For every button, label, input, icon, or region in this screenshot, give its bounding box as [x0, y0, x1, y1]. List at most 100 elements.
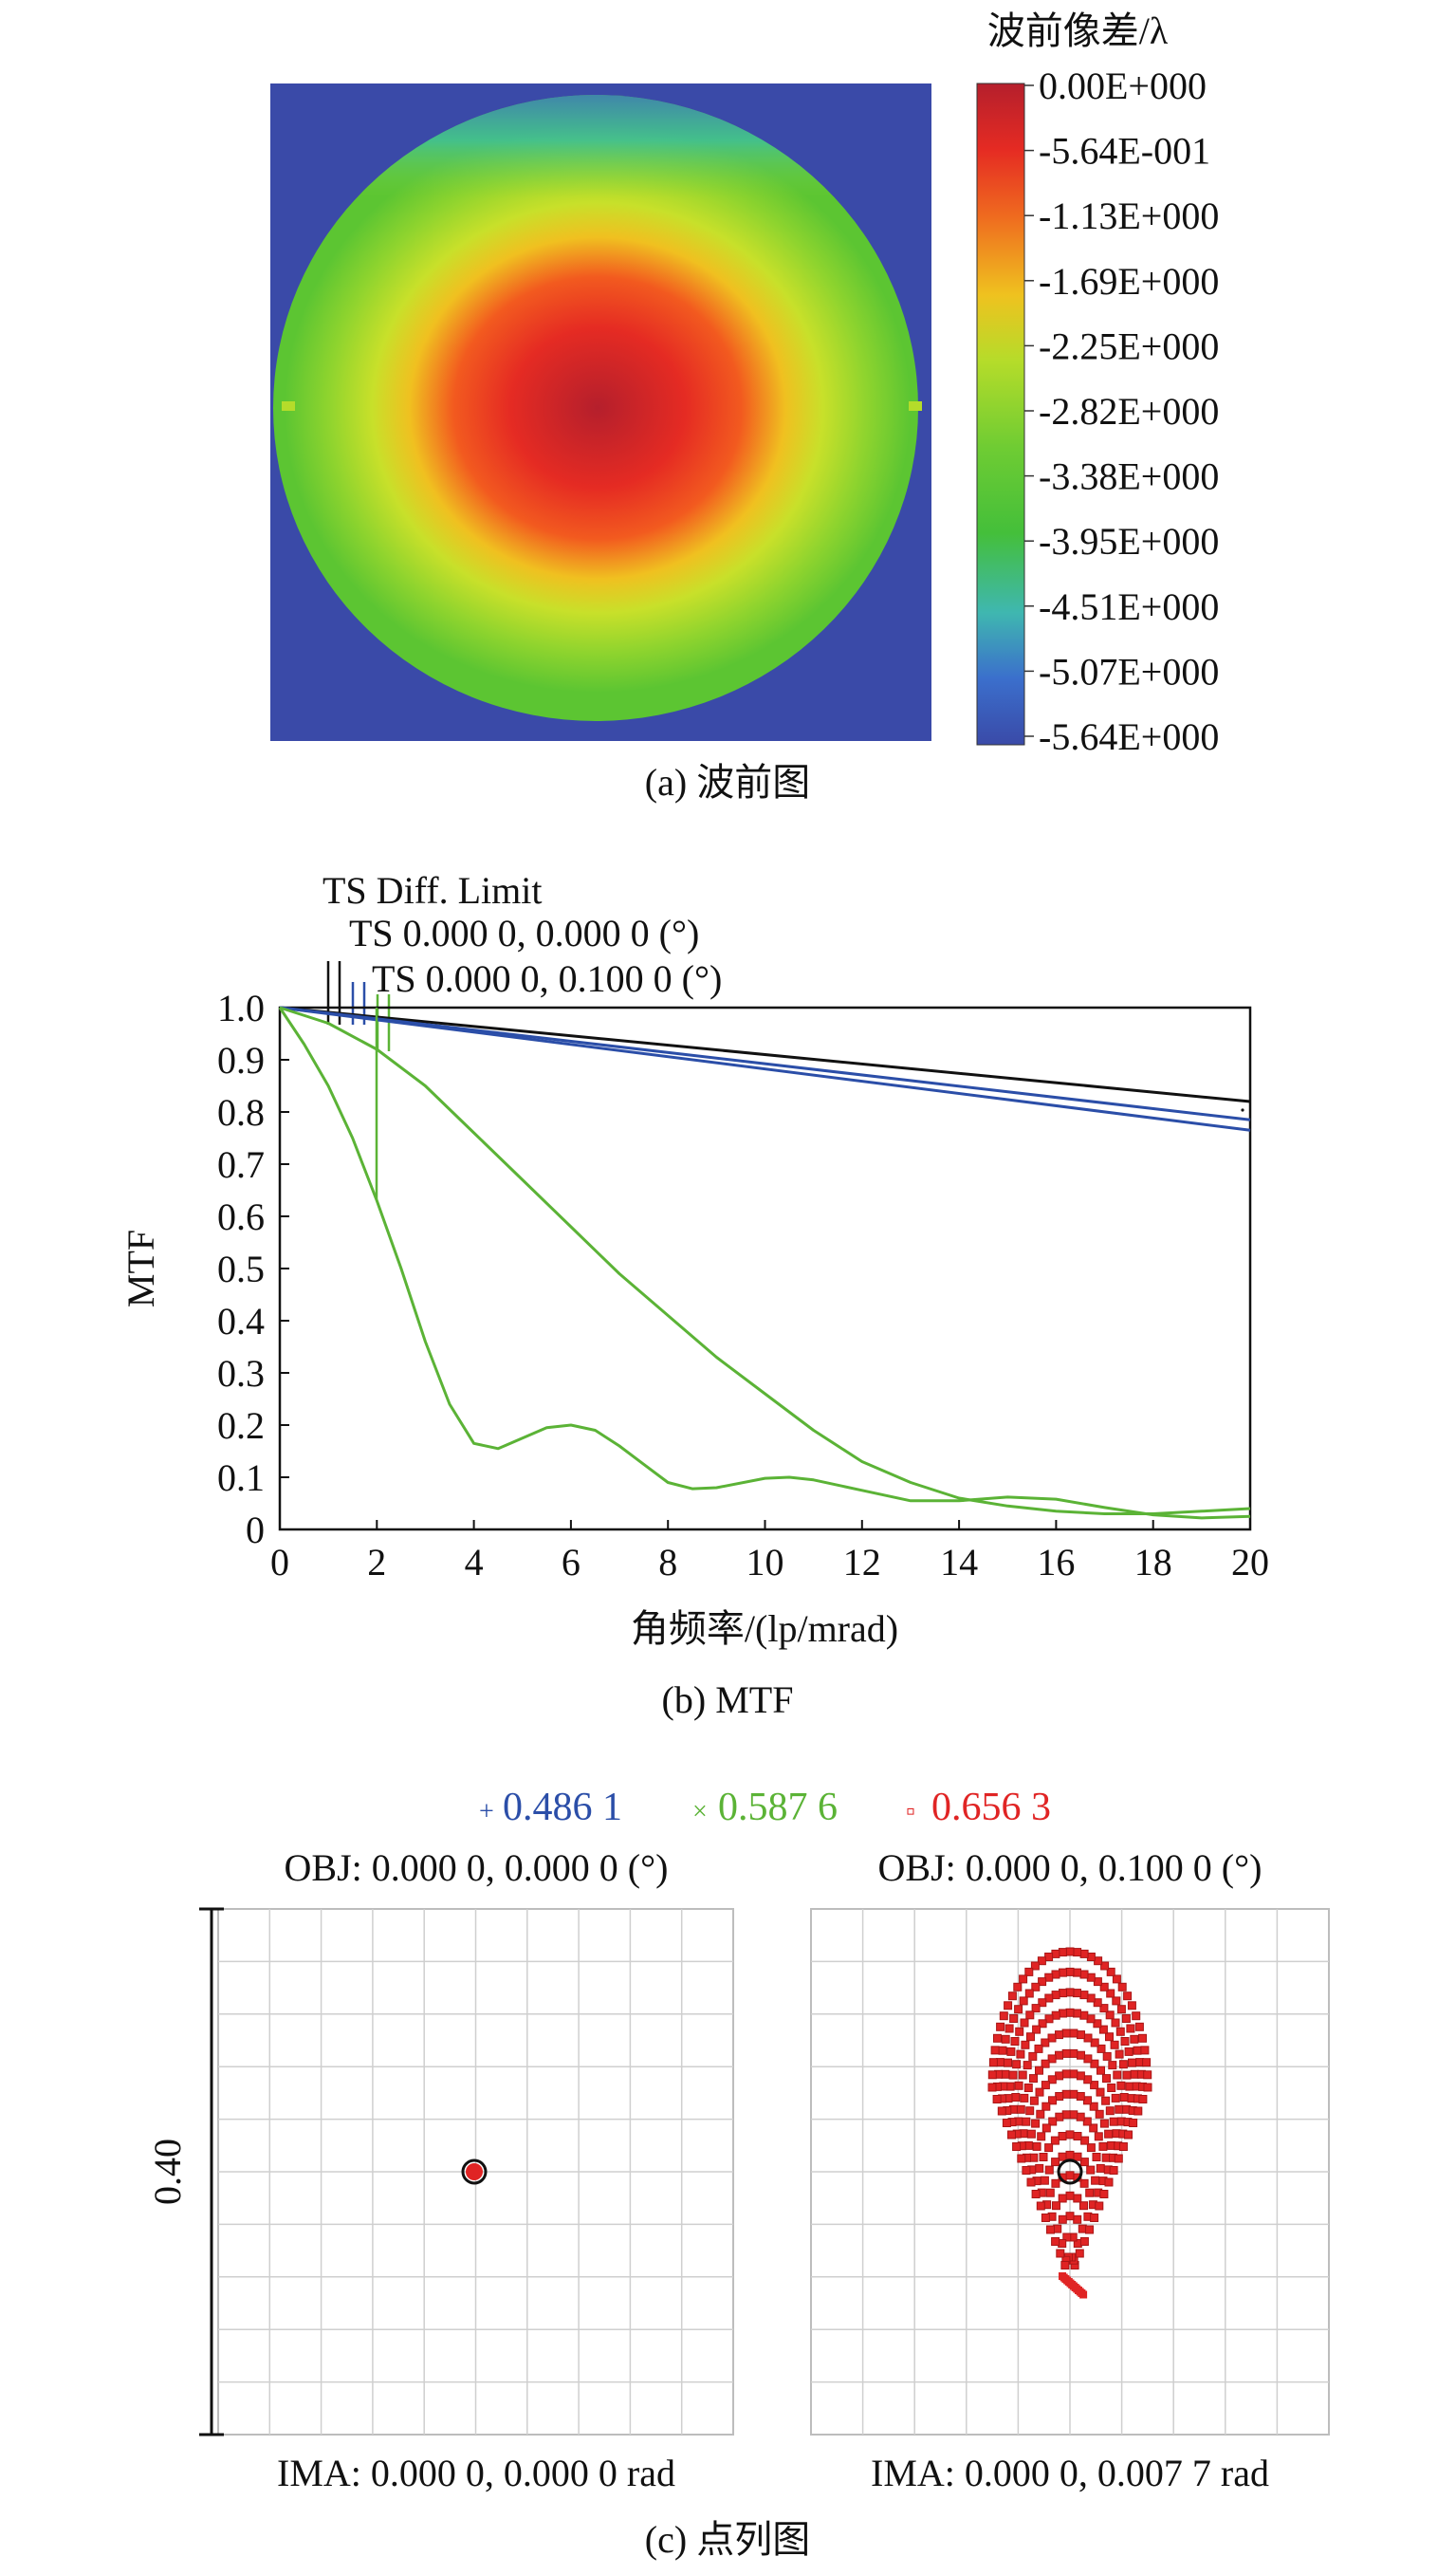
spot-right-point: [1032, 2025, 1041, 2034]
spot-right-point: [1104, 2177, 1114, 2187]
spot-right-point: [1052, 2201, 1060, 2211]
spot-right-point: [1096, 2163, 1105, 2173]
spot-right-point: [1093, 1998, 1102, 2008]
spot-right-point: [1041, 2102, 1051, 2111]
colorbar-tick-label: -3.38E+000: [1039, 455, 1219, 498]
spot-right-point: [1040, 2176, 1049, 2185]
spot-right-point: [1115, 2104, 1124, 2114]
spot-right-point: [1098, 2025, 1108, 2034]
spot-right-point: [1112, 1974, 1121, 1984]
colorbar-tick-label: -1.69E+000: [1039, 260, 1219, 303]
spot-left-point: [466, 2163, 483, 2180]
spot-right-point: [1055, 2030, 1063, 2040]
spot-right-point: [1038, 1977, 1047, 1987]
spot-right-point: [1065, 1947, 1075, 1956]
spot-right-point: [1117, 1982, 1127, 1991]
spot-right-point: [1109, 2166, 1118, 2175]
spot-right-point: [1059, 1968, 1067, 1977]
spot-right-point: [1032, 2141, 1041, 2151]
mtf-y-tick-label: 0.5: [217, 1248, 265, 1290]
spot-right-point: [1079, 1991, 1089, 2000]
colorbar-tick-label: 0.00E+000: [1039, 65, 1207, 107]
legend-marker-square: ▫: [906, 1797, 915, 1826]
spot-right-point: [1143, 2083, 1152, 2092]
spot-right-point: [1061, 2089, 1071, 2099]
spot-right-point: [1038, 1998, 1047, 2008]
spot-right-point: [1089, 2123, 1098, 2133]
colorbar-tick-label: -5.07E+000: [1039, 650, 1219, 693]
mtf-y-tick-label: 0.8: [217, 1091, 265, 1134]
spot-right-point: [998, 2046, 1007, 2055]
mtf-x-tick-label: 12: [843, 1541, 881, 1584]
mtf-y-tick-label: 0.4: [217, 1300, 265, 1343]
spot-right-point: [1099, 2119, 1109, 2128]
spot-right-point: [1065, 2150, 1075, 2159]
spot-right-point: [1058, 2214, 1067, 2224]
spot-right-point: [1118, 2060, 1128, 2069]
mtf-series-line-3: [279, 1006, 1251, 1515]
colorbar-tick-label: -5.64E+000: [1039, 715, 1219, 758]
spot-right-point: [1118, 2142, 1128, 2151]
spot-right-point: [987, 2070, 997, 2080]
spot-right-point: [1086, 2165, 1096, 2175]
spot-right-point: [1079, 2237, 1089, 2246]
colorbar-tick-label: -4.51E+000: [1039, 585, 1219, 628]
spot-right-point: [1020, 2093, 1029, 2103]
spot-right-point: [1047, 2075, 1057, 2084]
spot-right-point: [1133, 2046, 1142, 2055]
spot-right-point: [1069, 2048, 1078, 2058]
spot-right-point: [1098, 2141, 1108, 2151]
spot-right-point: [1106, 1967, 1115, 1976]
mtf-x-tick-label: 4: [465, 1541, 484, 1584]
spot-right-point: [1044, 2143, 1054, 2153]
spot-right-point: [1079, 2201, 1088, 2211]
spot-right-point: [1099, 1982, 1109, 1991]
spot-right-point: [1019, 1974, 1028, 1984]
spot-right-point: [1099, 2004, 1109, 2013]
spot-right-point: [1024, 1967, 1034, 1976]
spot-right-point: [1004, 2001, 1013, 2010]
spot-right-point: [992, 2095, 1002, 2103]
mtf-panel: TS Diff. Limit TS 0.000 0, 0.000 0 (°) T…: [120, 869, 1269, 1721]
mtf-x-tick-label: 8: [658, 1541, 677, 1584]
spot-right-point: [1095, 2201, 1104, 2211]
spot-right-point: [1035, 2066, 1043, 2075]
spot-right-point: [1041, 2059, 1050, 2068]
spot-right-airy-circle: [1057, 2158, 1083, 2185]
spot-left-title: OBJ: 0.000 0, 0.000 0 (°): [285, 1846, 669, 1889]
spot-right-point: [1083, 2033, 1093, 2043]
spot-right-point: [1105, 2106, 1115, 2116]
spot-right-point: [1073, 1948, 1082, 1957]
spot-right-point: [1044, 2014, 1054, 2024]
spot-right-point: [1123, 1991, 1133, 2001]
caption-a: (a) 波前图: [645, 761, 810, 804]
spot-right-point: [1083, 2054, 1093, 2064]
spot-right-point: [997, 2106, 1006, 2116]
wavefront-panel: 波前像差/λ 0.00E+000 -5.64E-001 -1.13E+000 -1.6…: [270, 9, 1219, 804]
spot-right-point: [999, 2011, 1008, 2021]
colorbar-tick-label: -3.95E+000: [1039, 520, 1219, 563]
spot-right-point: [1059, 1989, 1067, 1998]
spot-right-point: [1065, 2171, 1075, 2180]
legend-wavelength-green: 0.587 6: [718, 1786, 838, 1829]
spot-right-point: [1035, 2087, 1044, 2097]
spot-right-point: [1090, 2214, 1099, 2222]
spot-right-point: [1086, 2143, 1096, 2153]
legend-wavelength-blue: 0.486 1: [503, 1786, 622, 1829]
spot-right-point: [1058, 2194, 1067, 2203]
spot-right-point: [1061, 2110, 1071, 2120]
spot-right-point: [1026, 2032, 1035, 2042]
spot-right-point: [993, 2033, 1002, 2043]
spot-left-grid: [217, 1908, 734, 2436]
mtf-end-dot: [1241, 1108, 1244, 1112]
mtf-x-tick-label: 18: [1134, 1541, 1172, 1584]
spot-right-point: [1055, 2050, 1063, 2060]
spot-right-point: [1031, 2004, 1041, 2013]
spot-right-point: [1138, 2033, 1147, 2043]
spot-right-point: [1048, 2096, 1057, 2105]
spot-right-point: [1079, 2158, 1089, 2167]
spot-left-airy-circle: [461, 2158, 488, 2185]
spot-right-point: [1107, 2084, 1116, 2092]
spot-right-point: [1073, 1968, 1081, 1977]
